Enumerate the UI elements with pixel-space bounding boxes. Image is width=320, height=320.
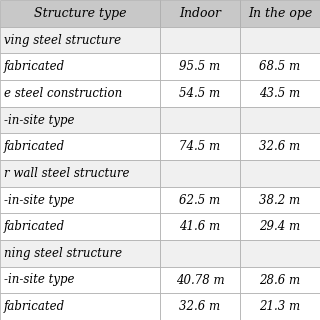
Bar xyxy=(240,293,320,320)
Bar xyxy=(160,187,240,213)
Bar xyxy=(160,53,240,80)
Text: fabricated: fabricated xyxy=(4,140,65,153)
Bar xyxy=(240,53,320,80)
Text: 28.6 m: 28.6 m xyxy=(260,274,300,286)
Text: -in-site type: -in-site type xyxy=(4,114,74,126)
Bar xyxy=(0,0,160,27)
Bar xyxy=(240,213,320,240)
Text: r wall steel structure: r wall steel structure xyxy=(4,167,129,180)
Bar xyxy=(0,187,160,213)
Text: 68.5 m: 68.5 m xyxy=(260,60,300,73)
Bar xyxy=(160,0,240,27)
Text: ning steel structure: ning steel structure xyxy=(4,247,122,260)
Text: 95.5 m: 95.5 m xyxy=(180,60,220,73)
Bar xyxy=(160,107,240,133)
Text: 43.5 m: 43.5 m xyxy=(260,87,300,100)
Bar xyxy=(160,160,240,187)
Bar xyxy=(160,240,240,267)
Bar xyxy=(160,133,240,160)
Bar xyxy=(240,0,320,27)
Text: 29.4 m: 29.4 m xyxy=(260,220,300,233)
Bar xyxy=(0,267,160,293)
Bar xyxy=(160,213,240,240)
Bar xyxy=(0,53,160,80)
Bar xyxy=(0,133,160,160)
Bar xyxy=(240,267,320,293)
Text: fabricated: fabricated xyxy=(4,220,65,233)
Text: -in-site type: -in-site type xyxy=(4,194,74,206)
Text: 74.5 m: 74.5 m xyxy=(180,140,220,153)
Bar xyxy=(0,27,160,53)
Text: Structure type: Structure type xyxy=(34,7,126,20)
Bar xyxy=(160,27,240,53)
Bar xyxy=(0,107,160,133)
Text: In the ope: In the ope xyxy=(248,7,312,20)
Text: ving steel structure: ving steel structure xyxy=(4,34,121,46)
Text: 32.6 m: 32.6 m xyxy=(260,140,300,153)
Bar xyxy=(160,293,240,320)
Text: fabricated: fabricated xyxy=(4,60,65,73)
Bar xyxy=(240,80,320,107)
Bar xyxy=(240,160,320,187)
Bar xyxy=(240,107,320,133)
Text: fabricated: fabricated xyxy=(4,300,65,313)
Bar xyxy=(0,160,160,187)
Bar xyxy=(160,267,240,293)
Bar xyxy=(0,80,160,107)
Bar xyxy=(240,27,320,53)
Bar xyxy=(0,293,160,320)
Text: -in-site type: -in-site type xyxy=(4,274,74,286)
Text: 40.78 m: 40.78 m xyxy=(176,274,224,286)
Text: 41.6 m: 41.6 m xyxy=(180,220,220,233)
Text: 32.6 m: 32.6 m xyxy=(180,300,220,313)
Bar xyxy=(0,240,160,267)
Bar xyxy=(240,240,320,267)
Bar xyxy=(160,80,240,107)
Text: 38.2 m: 38.2 m xyxy=(260,194,300,206)
Text: e steel construction: e steel construction xyxy=(4,87,122,100)
Text: 62.5 m: 62.5 m xyxy=(180,194,220,206)
Text: 21.3 m: 21.3 m xyxy=(260,300,300,313)
Bar xyxy=(240,133,320,160)
Bar xyxy=(0,213,160,240)
Text: 54.5 m: 54.5 m xyxy=(180,87,220,100)
Text: Indoor: Indoor xyxy=(179,7,221,20)
Bar xyxy=(240,187,320,213)
